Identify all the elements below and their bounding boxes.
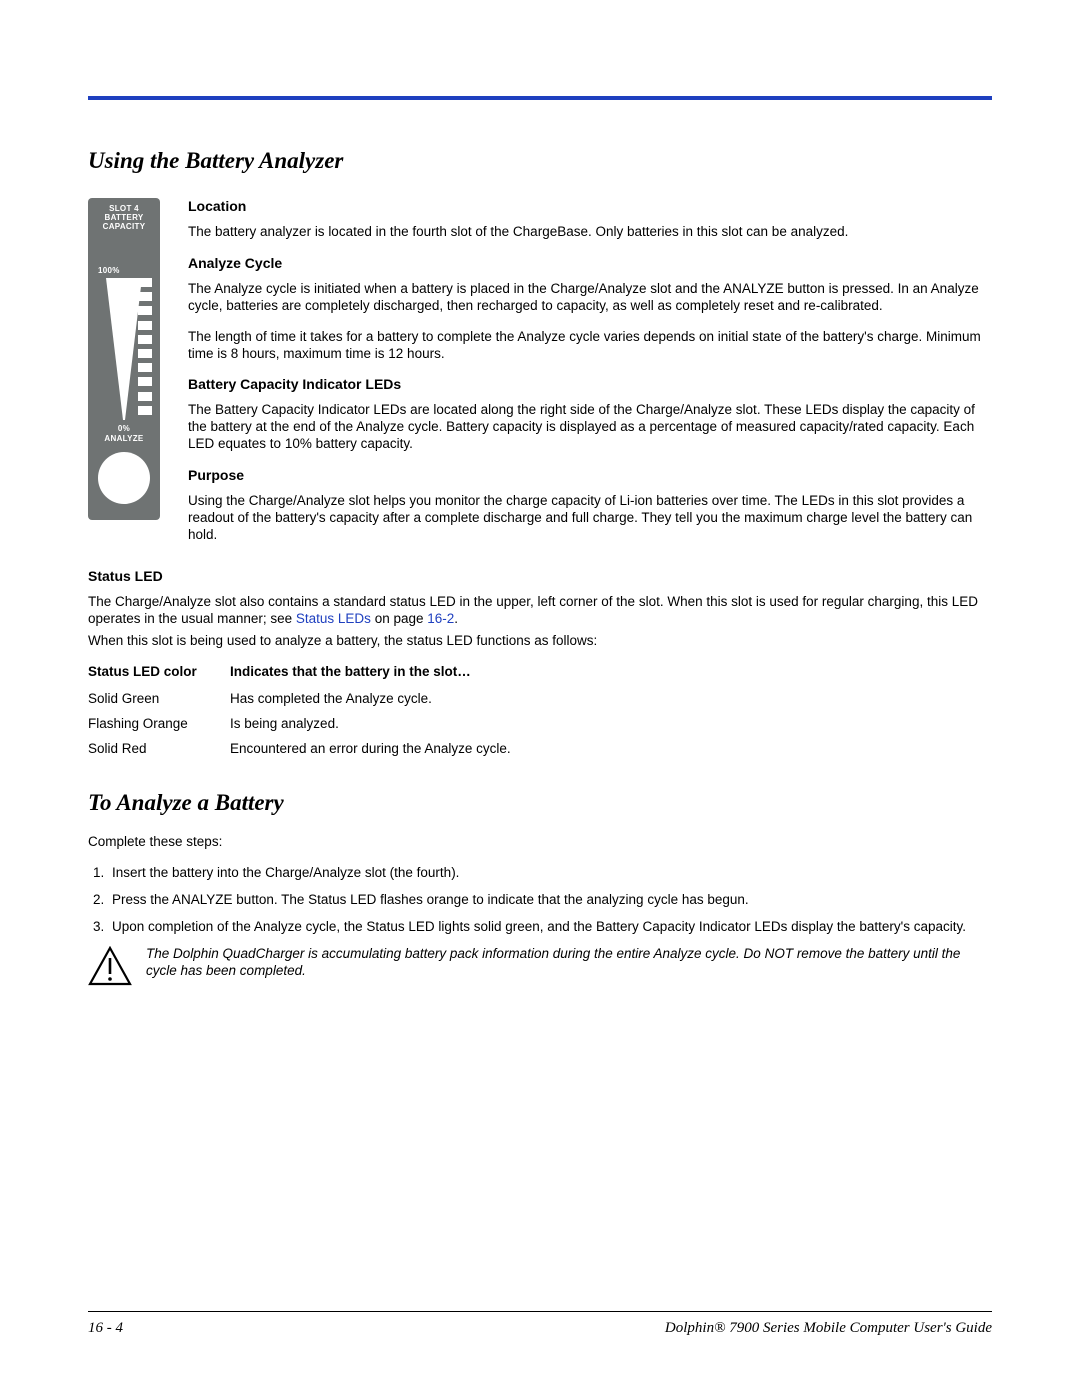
diagram-analyze-button	[98, 452, 150, 504]
warning-text: The Dolphin QuadCharger is accumulating …	[146, 946, 992, 991]
cell-indicates: Has completed the Analyze cycle.	[230, 691, 992, 706]
footer-guide-title: Dolphin® 7900 Series Mobile Computer Use…	[665, 1320, 992, 1337]
diagram-header-line2: BATTERY	[88, 213, 160, 222]
subhead-analyze-cycle: Analyze Cycle	[188, 255, 992, 271]
section-title-analyzer: Using the Battery Analyzer	[88, 148, 992, 174]
para-complete-steps: Complete these steps:	[88, 834, 992, 851]
cell-color: Solid Red	[88, 741, 230, 756]
para-status-1: The Charge/Analyze slot also contains a …	[88, 594, 992, 628]
subhead-indicator-leds: Battery Capacity Indicator LEDs	[188, 376, 992, 392]
diagram-analyze-label: ANALYZE	[88, 434, 160, 443]
link-status-leds[interactable]: Status LEDs	[296, 611, 371, 626]
para-location: The battery analyzer is located in the f…	[188, 224, 992, 241]
para-purpose: Using the Charge/Analyze slot helps you …	[188, 493, 992, 544]
section-title-to-analyze: To Analyze a Battery	[88, 790, 992, 816]
cell-color: Flashing Orange	[88, 716, 230, 731]
para-status-2: When this slot is being used to analyze …	[88, 633, 992, 650]
table-header-color: Status LED color	[88, 664, 230, 679]
status-led-section: Status LED The Charge/Analyze slot also …	[88, 568, 992, 757]
status-led-table: Status LED color Indicates that the batt…	[88, 664, 992, 756]
para-indicator: The Battery Capacity Indicator LEDs are …	[188, 402, 992, 453]
diagram-100-label: 100%	[98, 266, 120, 275]
top-rule	[88, 96, 992, 100]
warning-icon	[88, 946, 132, 991]
step-3: Upon completion of the Analyze cycle, th…	[108, 919, 992, 936]
table-row: Solid Green Has completed the Analyze cy…	[88, 691, 992, 706]
document-page: Using the Battery Analyzer SLOT 4 BATTER…	[0, 0, 1080, 1397]
cell-color: Solid Green	[88, 691, 230, 706]
two-column-layout: SLOT 4 BATTERY CAPACITY 100% 0% ANALYZE …	[88, 198, 992, 558]
status-mid: on page	[371, 611, 427, 626]
subhead-location: Location	[188, 198, 992, 214]
diagram-led-ticks	[138, 278, 152, 415]
warning-block: The Dolphin QuadCharger is accumulating …	[88, 946, 992, 991]
para-analyze-2: The length of time it takes for a batter…	[188, 329, 992, 363]
cell-indicates: Is being analyzed.	[230, 716, 992, 731]
diagram-0-label: 0%	[88, 424, 160, 433]
cell-indicates: Encountered an error during the Analyze …	[230, 741, 992, 756]
diagram-taper	[106, 278, 142, 420]
footer-page-number: 16 - 4	[88, 1320, 123, 1337]
right-column: Location The battery analyzer is located…	[188, 198, 992, 558]
table-header-indicates: Indicates that the battery in the slot…	[230, 664, 992, 679]
status-post: .	[454, 611, 458, 626]
table-row: Flashing Orange Is being analyzed.	[88, 716, 992, 731]
subhead-purpose: Purpose	[188, 467, 992, 483]
page-footer: 16 - 4 Dolphin® 7900 Series Mobile Compu…	[88, 1311, 992, 1337]
diagram-header-line3: CAPACITY	[88, 222, 160, 231]
table-header-row: Status LED color Indicates that the batt…	[88, 664, 992, 679]
link-page-ref[interactable]: 16-2	[427, 611, 454, 626]
step-2: Press the ANALYZE button. The Status LED…	[108, 892, 992, 909]
steps-list: Insert the battery into the Charge/Analy…	[88, 865, 992, 936]
status-pre: The Charge/Analyze slot also contains a …	[88, 594, 978, 626]
slot4-diagram: SLOT 4 BATTERY CAPACITY 100% 0% ANALYZE	[88, 198, 160, 520]
diagram-header-line1: SLOT 4	[88, 204, 160, 213]
para-analyze-1: The Analyze cycle is initiated when a ba…	[188, 281, 992, 315]
table-row: Solid Red Encountered an error during th…	[88, 741, 992, 756]
step-1: Insert the battery into the Charge/Analy…	[108, 865, 992, 882]
subhead-status-led: Status LED	[88, 568, 992, 584]
